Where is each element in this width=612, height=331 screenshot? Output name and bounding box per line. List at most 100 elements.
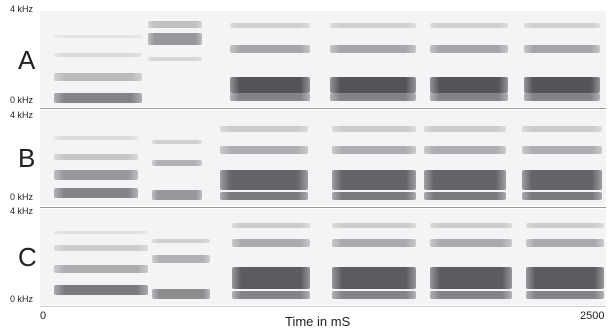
harmonic-band [232,223,310,228]
time-axis-line [40,306,606,307]
harmonic-band [430,239,512,247]
syllable [524,11,600,107]
harmonic-band [152,160,202,166]
spectrogram-panel-c [40,209,606,305]
harmonic-band [332,267,416,289]
harmonic-band [232,267,310,289]
harmonic-band [430,23,508,28]
harmonic-band [330,45,416,53]
harmonic-band [152,190,202,200]
syllable [522,110,602,206]
syllable [152,110,202,206]
time-axis-title: Time in mS [285,314,351,329]
harmonic-band [424,126,506,132]
panel-b-bottom-frequency-label: 0 kHz [10,192,34,202]
spectrogram-panel-b [40,110,606,206]
harmonic-band [330,77,416,93]
harmonic-band [332,126,416,132]
harmonic-band [230,45,310,53]
harmonic-band [330,23,416,28]
harmonic-band [152,140,202,144]
syllable [332,110,416,206]
harmonic-band [220,192,308,200]
harmonic-band [230,23,310,28]
harmonic-band [430,45,508,53]
panel-c-letter: C [18,242,37,272]
harmonic-band [526,223,604,228]
panel-a-bottom-frequency-label: 0 kHz [10,95,34,105]
harmonic-band [54,93,142,103]
harmonic-band [332,146,416,154]
time-axis-end-label: 2500 [580,310,605,322]
harmonic-band [332,223,416,228]
syllable [526,209,604,305]
syllable [220,110,308,206]
harmonic-band [54,73,142,81]
harmonic-band [54,154,138,160]
harmonic-band [524,45,600,53]
harmonic-band [526,267,604,289]
panel-b-letter: B [18,143,36,173]
harmonic-band [54,170,138,180]
harmonic-band [526,239,604,247]
harmonic-band [148,57,202,61]
harmonic-band [232,239,310,247]
harmonic-band [522,126,602,132]
harmonic-band [54,245,148,251]
syllable [230,11,310,107]
syllable [430,209,512,305]
harmonic-band [424,146,506,154]
harmonic-band [430,77,508,93]
harmonic-band [220,126,308,132]
syllable [152,209,210,305]
harmonic-band [524,23,600,28]
harmonic-band [232,291,310,299]
harmonic-band [54,188,138,198]
harmonic-band [424,170,506,190]
harmonic-band [522,146,602,154]
panel-b-top-frequency-label: 4 kHz [10,110,34,120]
harmonic-band [330,93,416,101]
syllable [330,11,416,107]
panel-a-letter: A [18,45,36,75]
syllable [424,110,506,206]
panel-c-top-frequency-label: 4 kHz [10,206,34,216]
harmonic-band [332,291,416,299]
time-axis-start-label: 0 [40,310,47,322]
harmonic-band [332,192,416,200]
harmonic-band [54,53,142,57]
panel-c-bottom-frequency-label: 0 kHz [10,294,34,304]
panel-separator [40,207,606,208]
syllable [148,11,202,107]
harmonic-band [54,265,148,273]
harmonic-band [424,192,506,200]
harmonic-band [524,77,600,93]
harmonic-band [524,93,600,101]
harmonic-band [430,93,508,101]
panel-a-top-frequency-label: 4 kHz [10,4,34,14]
panel-separator [40,108,606,109]
spectrogram-panel-a [40,11,606,107]
syllable [232,209,310,305]
syllable [54,11,142,107]
syllable [54,209,148,305]
harmonic-band [332,239,416,247]
harmonic-band [148,33,202,45]
harmonic-band [220,170,308,190]
harmonic-band [54,285,148,295]
harmonic-band [152,289,210,299]
harmonic-band [152,255,210,263]
harmonic-band [152,239,210,243]
harmonic-band [430,291,512,299]
harmonic-band [148,21,202,28]
syllable [332,209,416,305]
harmonic-band [230,93,310,101]
syllable [54,110,138,206]
harmonic-band [430,223,512,228]
harmonic-band [430,267,512,289]
harmonic-band [526,291,604,299]
harmonic-band [54,231,148,234]
harmonic-band [522,192,602,200]
syllable [430,11,508,107]
